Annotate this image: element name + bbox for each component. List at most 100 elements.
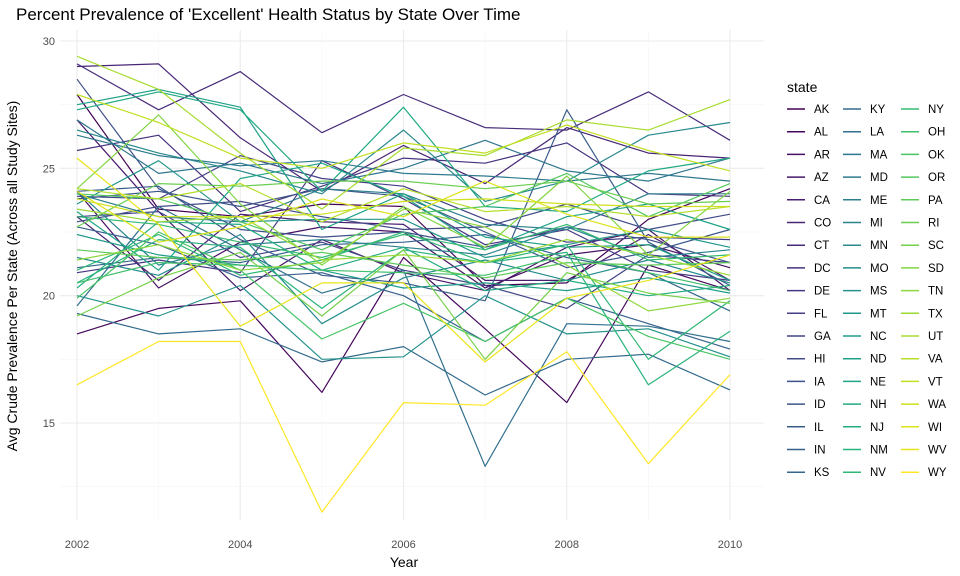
legend-title: state [787,79,818,95]
legend-item-mn: MN [843,240,888,252]
legend-label: DC [814,263,831,275]
legend-label: OH [928,127,945,139]
legend-item-ct: CT [787,240,829,252]
y-tick-label: 20 [43,291,55,303]
x-tick-label: 2010 [718,539,742,551]
legend-item-id: ID [787,399,826,411]
legend-label: WA [928,399,946,411]
series-line-mn [76,121,731,202]
legend-item-oh: OH [901,127,945,139]
legend-label: AK [814,104,830,116]
series-line-mt [76,160,731,259]
legend-item-wi: WI [901,422,942,434]
series-line-ma [76,119,731,185]
legend-item-il: IL [787,422,824,434]
x-axis-title: Year [390,554,419,570]
legend-item-al: AL [787,127,829,139]
legend-label: RI [928,218,940,230]
legend-label: MI [870,218,883,230]
legend-item-de: DE [787,286,830,298]
legend-item-nj: NJ [843,422,884,434]
legend-item-nm: NM [843,445,888,457]
legend-item-sc: SC [901,240,944,252]
series-line-nj [76,221,731,297]
legend-label: NV [870,467,886,479]
legend-label: WI [928,422,942,434]
series-line-ne [76,162,731,271]
series-line-in [76,226,731,350]
legend-label: ID [814,399,826,411]
series-line-ok [76,231,731,360]
legend-item-fl: FL [787,308,828,320]
legend-item-sd: SD [901,263,944,275]
x-tick-label: 2004 [228,539,252,551]
legend-label: IL [814,422,824,434]
legend-item-ma: MA [843,149,888,161]
series-line-co [76,63,731,192]
legend-label: MS [870,286,888,298]
series-line-wa [76,198,730,218]
chart-title: Percent Prevalence of 'Excellent' Health… [16,5,520,24]
series-line-nd [76,88,731,281]
legend-label: OK [928,149,945,161]
legend-item-pa: PA [901,195,943,207]
legend-label: NM [870,445,888,457]
legend-item-ri: RI [901,218,940,230]
legend-item-in: IN [787,445,826,457]
legend-item-nc: NC [843,331,887,343]
legend-item-wy: WY [901,467,947,479]
legend-item-me: ME [843,195,888,207]
legend-label: PA [928,195,943,207]
legend-item-wa: WA [901,399,946,411]
legend-label: LA [870,127,884,139]
y-tick-label: 25 [43,163,55,175]
legend-item-vt: VT [901,376,943,388]
series-line-dc [76,134,731,213]
legend-item-ar: AR [787,149,830,161]
legend-item-ca: CA [787,195,830,207]
legend-label: CT [814,240,829,252]
legend-item-ia: IA [787,376,825,388]
series-line-ny [76,216,731,261]
legend-label: WV [928,445,947,457]
legend-item-co: CO [787,218,831,230]
legend-label: AR [814,149,830,161]
series-line-hi [76,200,731,231]
legend-item-ms: MS [843,286,888,298]
series-line-ct [76,63,731,141]
legend-item-tx: TX [901,308,943,320]
legend-item-ne: NE [843,376,886,388]
legend-label: AZ [814,172,829,184]
legend-label: MT [870,308,887,320]
legend-label: NH [870,399,887,411]
legend-label: IN [814,445,826,457]
legend-item-ks: KS [787,467,830,479]
legend-item-ky: KY [843,104,886,116]
series-line-tn [76,208,731,312]
x-tick-label: 2008 [555,539,579,551]
legend-label: OR [928,172,945,184]
series-line-vt [76,93,731,172]
legend-label: HI [814,354,826,366]
legend-item-or: OR [901,172,945,184]
legend-label: MN [870,240,888,252]
legend-label: KS [814,467,830,479]
legend-label: SC [928,240,944,252]
series-line-or [76,172,731,251]
series-line-sd [76,114,731,266]
series-line-oh [76,254,731,292]
legend-label: GA [814,331,831,343]
x-axis-ticks: 2002 2004 2006 2008 2010 [65,539,742,551]
series-line-ky [76,312,731,396]
legend-label: TN [928,286,943,298]
legend-item-nv: NV [843,467,886,479]
legend: state AK AL AR AZ CA CO CT DC DE FL GA HI IA ID IL IN KS… [787,79,947,479]
legend-items: AK AL AR AZ CA CO CT DC DE FL GA HI IA ID IL IN KS KY LA MA… [787,104,947,479]
series-line-ut [76,55,731,210]
legend-label: WY [928,467,947,479]
y-axis-ticks: 15 20 25 30 [43,36,55,430]
legend-label: ME [870,195,888,207]
series-line-de [76,160,731,281]
x-tick-label: 2002 [65,539,89,551]
